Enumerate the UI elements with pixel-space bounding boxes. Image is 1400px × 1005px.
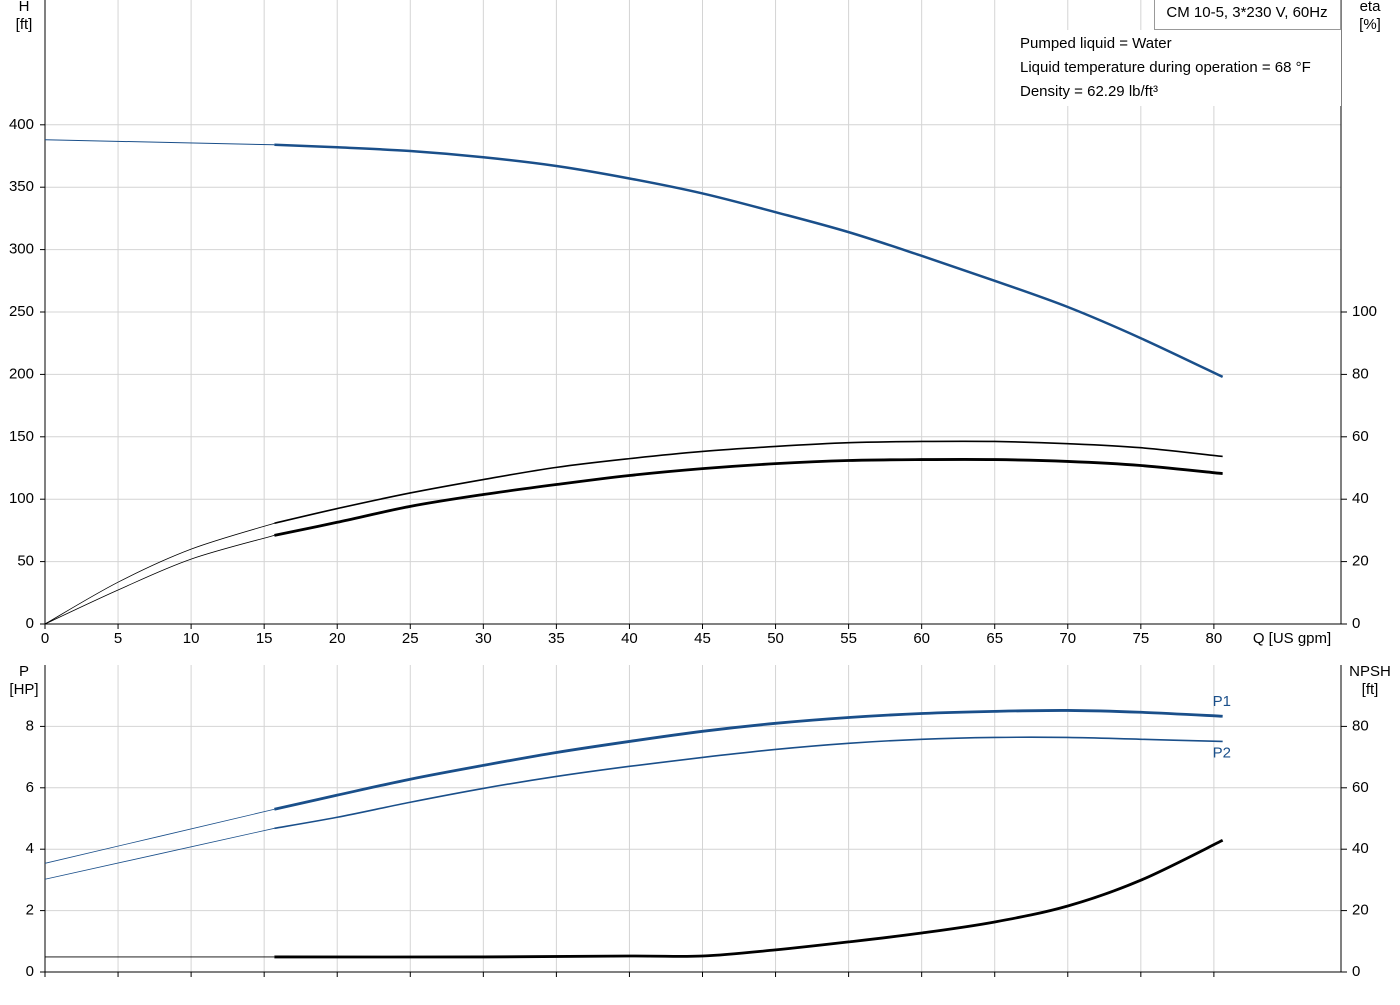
curve <box>274 457 1223 537</box>
y2-tick-label: 40 <box>1352 840 1369 857</box>
curve-label: P1 <box>1213 693 1231 710</box>
y-tick-label: 6 <box>26 779 34 796</box>
x-tick-label: 75 <box>1132 630 1149 647</box>
y2-tick-label: 0 <box>1352 615 1360 632</box>
x-axis-label: Q [US gpm] <box>1253 630 1331 647</box>
y-axis-label: H <box>19 0 30 15</box>
y2-tick-label: 80 <box>1352 365 1369 382</box>
y2-axis-label: eta <box>1360 0 1382 15</box>
y2-tick-label: 0 <box>1352 963 1360 980</box>
chart-0: 0 5 10 15 20 25 30 35 40 45 50 55 60 65 70 75 80 0 50 100 15… <box>9 0 1381 647</box>
curve <box>44 535 275 625</box>
x-tick-label: 45 <box>694 630 711 647</box>
y2-tick-label: 20 <box>1352 553 1369 570</box>
y-tick-label: 0 <box>26 615 34 632</box>
y-tick-label: 400 <box>9 116 34 133</box>
y-axis-unit: [ft] <box>16 16 33 33</box>
y-tick-label: 150 <box>9 428 34 445</box>
x-tick-label: 80 <box>1206 630 1223 647</box>
x-tick-label: 35 <box>548 630 565 647</box>
y2-axis-unit: [ft] <box>1362 681 1379 698</box>
title-box <box>1154 0 1341 30</box>
curve <box>44 827 275 880</box>
notes-box <box>1012 30 1341 106</box>
curve <box>44 139 275 146</box>
y2-tick-label: 80 <box>1352 717 1369 734</box>
y-tick-label: 2 <box>26 902 34 919</box>
x-tick-label: 25 <box>402 630 419 647</box>
y-tick-label: 4 <box>26 840 34 857</box>
curve <box>44 522 275 625</box>
y2-tick-label: 60 <box>1352 428 1369 445</box>
curve <box>274 709 1223 811</box>
y-tick-label: 300 <box>9 241 34 258</box>
x-tick-label: 50 <box>767 630 784 647</box>
curve-label: P2 <box>1213 744 1231 761</box>
y-axis-label: P <box>19 663 29 680</box>
y-tick-label: 200 <box>9 365 34 382</box>
y-tick-label: 350 <box>9 178 34 195</box>
y-tick-label: 100 <box>9 490 34 507</box>
curve <box>274 839 1224 959</box>
y2-tick-label: 40 <box>1352 490 1369 507</box>
y2-axis-unit: [%] <box>1359 16 1381 33</box>
x-tick-label: 0 <box>41 630 49 647</box>
x-tick-label: 65 <box>986 630 1003 647</box>
y-tick-label: 8 <box>26 717 34 734</box>
x-tick-label: 15 <box>256 630 273 647</box>
y2-axis-label: NPSH <box>1349 663 1391 680</box>
y-tick-label: 0 <box>26 963 34 980</box>
x-tick-label: 55 <box>840 630 857 647</box>
y-tick-label: 250 <box>9 303 34 320</box>
x-tick-label: 70 <box>1059 630 1076 647</box>
curve <box>44 808 275 864</box>
x-tick-label: 10 <box>183 630 200 647</box>
y-tick-label: 50 <box>17 553 34 570</box>
y2-tick-label: 60 <box>1352 779 1369 796</box>
x-tick-label: 40 <box>621 630 638 647</box>
x-tick-label: 60 <box>913 630 930 647</box>
curve <box>274 143 1224 379</box>
curve <box>274 736 1223 830</box>
curve <box>274 440 1223 525</box>
x-tick-label: 5 <box>114 630 122 647</box>
x-tick-label: 20 <box>329 630 346 647</box>
note: Pumped liquid = Water <box>1020 35 1172 52</box>
y2-tick-label: 100 <box>1352 303 1377 320</box>
note: Liquid temperature during operation = 68… <box>1020 59 1311 76</box>
y2-tick-label: 20 <box>1352 902 1369 919</box>
chart-title: CM 10-5, 3*230 V, 60Hz <box>1166 4 1327 21</box>
note: Density = 62.29 lb/ft³ <box>1020 83 1158 100</box>
x-tick-label: 30 <box>475 630 492 647</box>
y-axis-unit: [HP] <box>9 681 38 698</box>
